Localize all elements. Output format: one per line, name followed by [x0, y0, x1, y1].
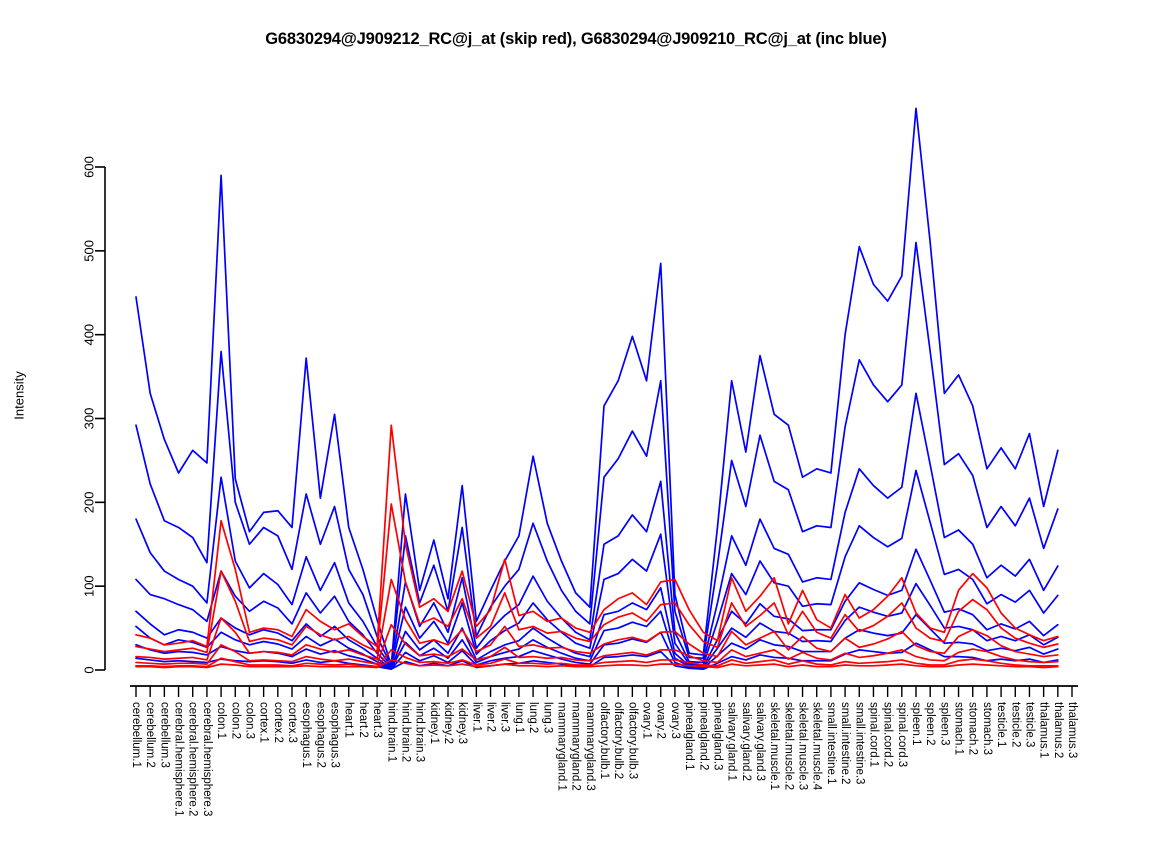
series-line-red.6: [135, 659, 1059, 669]
x-tick-label: salivary.gland.1: [726, 702, 738, 781]
series-line-blue.7: [135, 613, 1059, 671]
x-tick-label: ovary.1: [641, 702, 653, 739]
x-tick-label: mammarygland.3: [584, 702, 596, 791]
y-tick-label: 100: [82, 575, 97, 597]
x-tick-label: esophagus.1: [300, 702, 312, 768]
x-tick-label: cerebral.hemisphere.2: [187, 702, 199, 816]
y-tick-label: 300: [82, 408, 97, 430]
x-tick-label: cerebellum.1: [130, 702, 142, 768]
x-tick-label: cerebral.hemisphere.1: [173, 702, 185, 816]
x-tick-label: stomach.3: [981, 702, 993, 755]
x-tick-label: skeletal.muscle.2: [782, 702, 794, 790]
x-tick-label: cerebellum.2: [144, 702, 156, 768]
y-tick-label: 200: [82, 491, 97, 513]
x-tick-label: small.intestine.2: [839, 702, 851, 784]
x-tick-label: thalamus.2: [1052, 702, 1064, 758]
x-tick-label: hind.brain.1: [385, 702, 397, 762]
x-tick-label: colon.3: [243, 702, 255, 739]
x-tick-label: small.intestine.3: [853, 702, 865, 784]
x-tick-label: testicle.3: [1023, 702, 1035, 747]
x-tick-label: stomach.1: [953, 702, 965, 755]
x-tick-label: esophagus.2: [314, 702, 326, 768]
x-tick-label: liver.1: [470, 702, 482, 732]
x-tick-label: lung.1: [513, 702, 525, 733]
x-tick-label: esophagus.3: [329, 702, 341, 768]
x-tick-label: ovary.3: [669, 702, 681, 739]
y-tick-label: 600: [82, 156, 97, 178]
x-tick-label: pinealgland.3: [711, 702, 723, 770]
x-tick-label: spleen.2: [924, 702, 936, 745]
x-tick-label: hind.brain.3: [414, 702, 426, 762]
y-axis: 0 100 200 300 400 500 600: [82, 156, 106, 674]
x-tick-label: lung.3: [541, 702, 553, 733]
series-line-red.4: [135, 623, 1059, 665]
x-tick-label: olfactory.bulb.3: [626, 702, 638, 779]
x-tick-label: colon.2: [229, 702, 241, 739]
x-tick-label: hind.brain.2: [399, 702, 411, 762]
x-tick-label: stomach.2: [967, 702, 979, 755]
x-tick-label: spinal.cord.1: [867, 702, 879, 767]
series-line-red.2: [135, 503, 1059, 654]
y-tick-label: 400: [82, 324, 97, 346]
x-tick-label: spinal.cord.3: [896, 702, 908, 767]
series-line-blue.5: [135, 548, 1059, 670]
x-tick-label: salivary.gland.3: [754, 702, 766, 781]
series-line-red.5: [135, 649, 1059, 668]
y-tick-label: 0: [82, 666, 97, 673]
x-tick-label: olfactory.bulb.1: [598, 702, 610, 779]
x-tick-label: heart.3: [371, 702, 383, 738]
x-tick-label: kidney.3: [456, 702, 468, 744]
x-tick-label: pinealgland.2: [697, 702, 709, 770]
x-tick-label: cortex.3: [286, 702, 298, 743]
x-axis: [130, 685, 1078, 697]
series-line-blue.3: [135, 392, 1059, 668]
x-tick-label: kidney.2: [442, 702, 454, 744]
series-line-blue.4: [135, 469, 1059, 669]
series-line-blue.2: [135, 241, 1059, 667]
x-tick-label: lung.2: [527, 702, 539, 733]
x-tick-label: skeletal.muscle.1: [768, 702, 780, 790]
x-tick-label: colon.1: [215, 702, 227, 739]
x-tick-label: mammarygland.2: [570, 702, 582, 791]
x-tick-label: olfactory.bulb.2: [612, 702, 624, 779]
series-line-blue.1: [135, 107, 1059, 667]
x-tick-label: cerebral.hemisphere.3: [201, 702, 213, 816]
x-tick-label: pinealgland.1: [683, 702, 695, 770]
x-tick-label: skeletal.muscle.3: [797, 702, 809, 790]
x-tick-label: ovary.2: [655, 702, 667, 739]
x-tick-label: spleen.3: [938, 702, 950, 745]
x-tick-label: testicle.2: [1009, 702, 1021, 747]
x-tick-label: cerebellum.3: [158, 702, 170, 768]
x-tick-label: liver.2: [485, 702, 497, 732]
x-tick-label: liver.3: [499, 702, 511, 732]
x-tick-label: heart.2: [357, 702, 369, 738]
y-tick-label: 500: [82, 240, 97, 262]
data-series-group: [135, 107, 1059, 671]
x-tick-label: testicle.1: [995, 702, 1007, 747]
x-tick-label: kidney.1: [428, 702, 440, 744]
x-tick-label: cortex.2: [272, 702, 284, 743]
x-tick-label: mammarygland.1: [555, 702, 567, 791]
chart-title: G6830294@J909212_RC@j_at (skip red), G68…: [265, 30, 887, 48]
x-tick-label: salivary.gland.2: [740, 702, 752, 781]
x-tick-label: skeletal.muscle.4: [811, 702, 823, 791]
series-line-red.1: [135, 424, 1059, 648]
x-tick-label: thalamus.1: [1038, 702, 1050, 758]
x-tick-label: small.intestine.1: [825, 702, 837, 784]
x-tick-label: spleen.1: [910, 702, 922, 745]
x-tick-label: thalamus.3: [1066, 702, 1078, 758]
series-line-red.3: [135, 578, 1059, 661]
x-tick-label: spinal.cord.2: [882, 702, 894, 767]
x-tick-labels: cerebellum.1 cerebellum.2 cerebellum.3 cere…: [130, 702, 1078, 816]
x-tick-label: cortex.1: [258, 702, 270, 743]
x-tick-label: heart.1: [343, 702, 355, 738]
